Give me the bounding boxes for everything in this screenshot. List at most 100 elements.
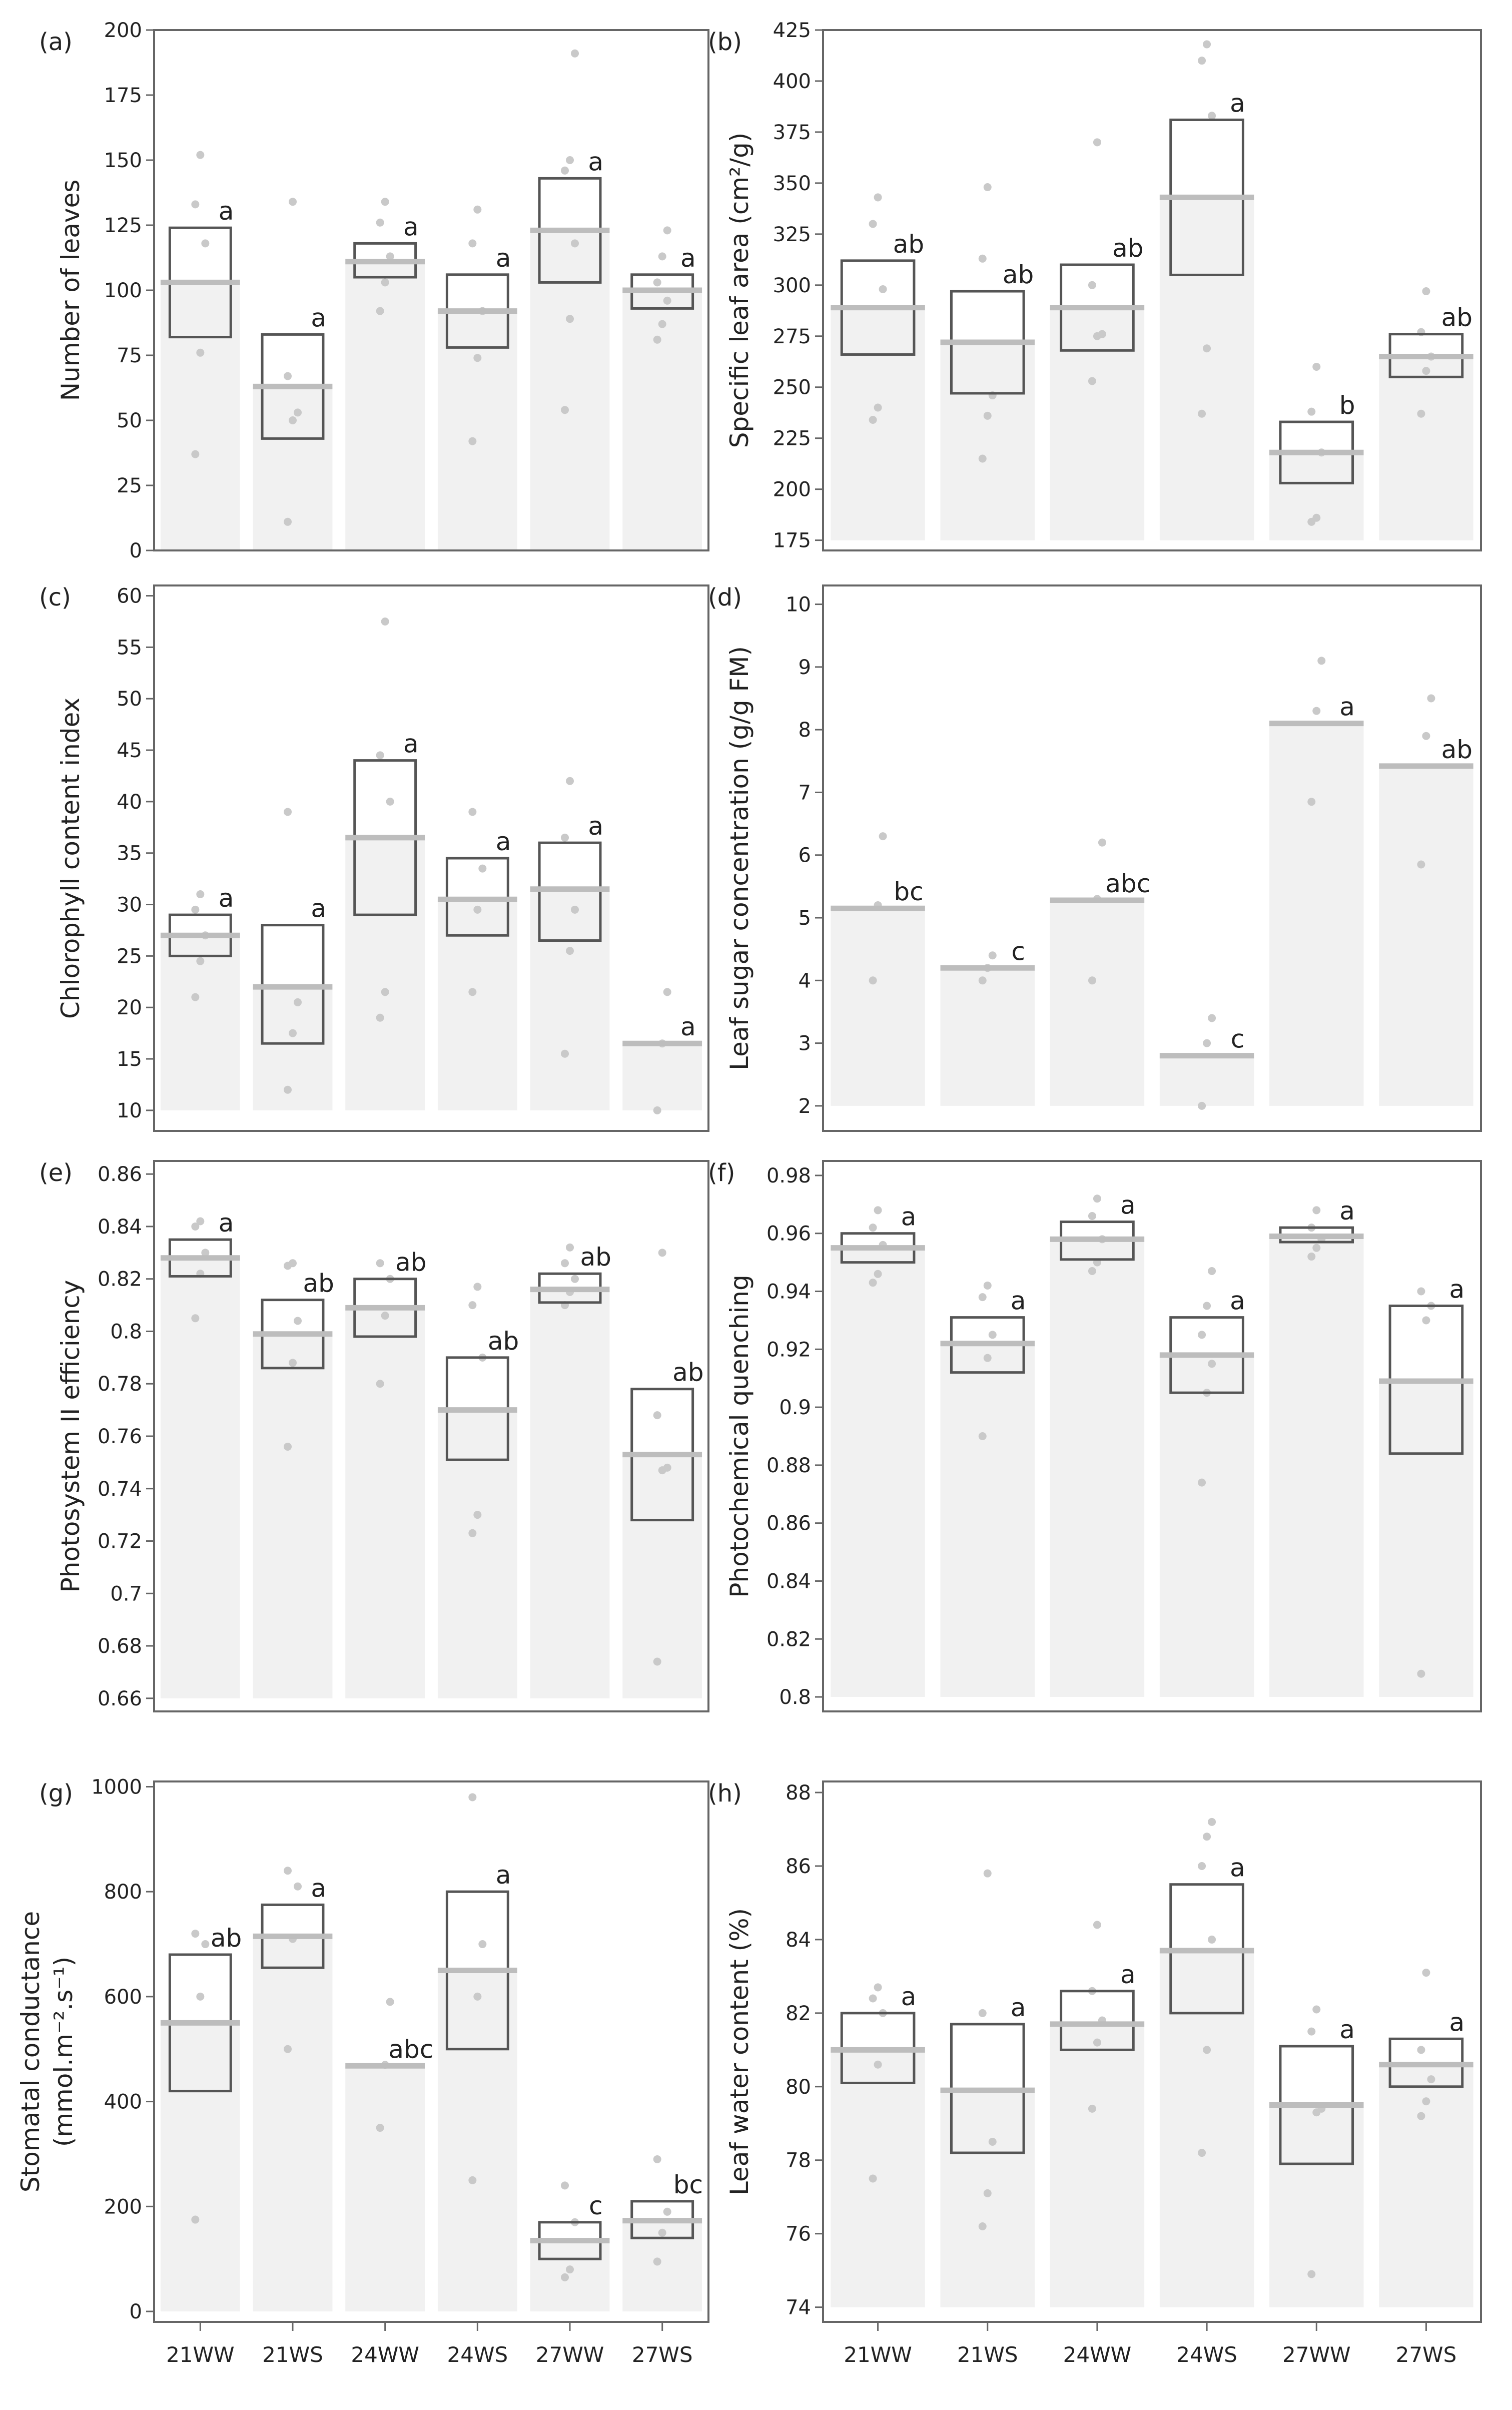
- y-tick-label: 425: [773, 19, 811, 42]
- bar-27WS: [622, 1043, 702, 1110]
- data-point: [561, 2181, 569, 2190]
- significance-letter: ab: [672, 1358, 703, 1387]
- y-axis-label: Number of leaves: [56, 180, 85, 401]
- data-point: [1198, 1862, 1206, 1870]
- data-point: [653, 1411, 661, 1420]
- bar-24WW: [1050, 2024, 1145, 2307]
- significance-letter: c: [1011, 937, 1025, 966]
- significance-letter: ab: [211, 1924, 242, 1953]
- y-tick-label: 800: [104, 1881, 142, 1904]
- data-point: [294, 998, 302, 1006]
- bar-24WS: [1159, 1055, 1254, 1106]
- bar-24WW: [345, 2066, 425, 2312]
- panel-letter: (a): [39, 28, 73, 56]
- panel-e: a ab ab ab ab ab 0.66 0.68 0.7 0.72 0.74 0.76 0.78 0.…: [39, 1159, 709, 1712]
- bar-27WW: [1269, 2105, 1364, 2307]
- bar-24WW: [1050, 900, 1145, 1106]
- y-tick-label: 88: [786, 1781, 811, 1804]
- data-point: [1093, 138, 1101, 147]
- data-point: [571, 239, 579, 248]
- data-point: [874, 1983, 882, 1992]
- data-point: [1312, 1206, 1321, 1215]
- data-point: [473, 1283, 482, 1291]
- data-point: [478, 864, 487, 873]
- bar-24WS: [437, 1970, 517, 2312]
- x-tick-label: 24WS: [447, 2342, 508, 2367]
- se-box-24WW: [1060, 1990, 1135, 2051]
- data-point: [376, 2124, 384, 2132]
- data-point: [1422, 1316, 1430, 1325]
- data-point: [1208, 1014, 1216, 1022]
- x-tick-label: 24WS: [1176, 2342, 1237, 2367]
- data-point: [1417, 1287, 1425, 1296]
- bar-27WW: [1269, 1236, 1364, 1697]
- y-tick-label: 0.94: [767, 1281, 811, 1304]
- panel-letter: (g): [39, 1779, 73, 1808]
- data-point: [978, 2009, 987, 2017]
- data-point: [386, 1998, 394, 2006]
- data-point: [1203, 1039, 1211, 1047]
- significance-letter: a: [901, 1202, 917, 1232]
- data-point: [663, 2207, 671, 2216]
- significance-letter: a: [680, 244, 696, 273]
- data-point: [473, 1992, 482, 2001]
- data-point: [191, 993, 200, 1001]
- y-tick-label: 35: [117, 842, 142, 865]
- bar-24WW: [1050, 1239, 1145, 1697]
- y-tick-label: 1000: [91, 1775, 142, 1798]
- panel-c: a a a a a a 10 15 20 25 30 35 40 45 50 55 60 Chlorophyll …: [39, 583, 709, 1132]
- y-tick-label: 75: [117, 344, 142, 367]
- data-point: [196, 890, 205, 898]
- data-point: [653, 2257, 661, 2266]
- bar-27WW: [530, 230, 610, 550]
- y-axis-label: Photosystem II efficiency: [56, 1280, 85, 1593]
- y-tick-label: 0.82: [98, 1268, 142, 1291]
- data-point: [1422, 2097, 1430, 2106]
- data-point: [468, 437, 477, 445]
- bar-21WW: [831, 908, 925, 1106]
- data-point: [284, 1085, 292, 1094]
- significance-letter: a: [219, 884, 234, 913]
- data-point: [196, 151, 205, 159]
- data-point: [658, 1249, 666, 1257]
- data-point: [978, 2222, 987, 2230]
- data-point: [1307, 407, 1316, 416]
- data-point: [1198, 1478, 1206, 1487]
- significance-letter: bc: [894, 877, 923, 906]
- data-point: [289, 416, 297, 424]
- data-point: [988, 2138, 997, 2146]
- bar-24WW: [345, 837, 425, 1110]
- data-point: [874, 403, 882, 412]
- y-tick-label: 40: [117, 791, 142, 814]
- data-point: [381, 988, 389, 996]
- data-point: [653, 1106, 661, 1114]
- data-point: [653, 2155, 661, 2163]
- bar-24WS: [1159, 1355, 1254, 1697]
- data-point: [386, 252, 394, 261]
- plot-frame: [153, 584, 709, 1132]
- data-point: [1422, 367, 1430, 375]
- data-point: [566, 156, 574, 164]
- data-point: [284, 372, 292, 380]
- panel-g: ab a abc a c bc 0 200 400 600 800 1000 Stomatal cond…: [16, 1775, 709, 2323]
- data-point: [561, 833, 569, 842]
- data-point: [1203, 1833, 1211, 1841]
- data-point: [879, 832, 887, 841]
- y-axis-label: Stomatal conductance: [16, 1911, 45, 2192]
- data-point: [191, 1930, 200, 1938]
- data-point: [294, 1882, 302, 1891]
- data-point: [874, 1270, 882, 1278]
- y-tick-label: 350: [773, 172, 811, 195]
- y-tick-label: 0.92: [767, 1338, 811, 1361]
- data-point: [1093, 1921, 1101, 1929]
- bar-27WW: [530, 889, 610, 1110]
- bar-24WS: [1159, 1950, 1254, 2307]
- panel-letter: (f): [708, 1159, 735, 1187]
- data-point: [571, 1275, 579, 1283]
- data-point: [201, 1940, 210, 1949]
- data-point: [653, 278, 661, 287]
- y-tick-label: 375: [773, 121, 811, 144]
- y-tick-label: 0.84: [98, 1216, 142, 1239]
- data-point: [294, 408, 302, 417]
- significance-letter: a: [219, 1209, 234, 1238]
